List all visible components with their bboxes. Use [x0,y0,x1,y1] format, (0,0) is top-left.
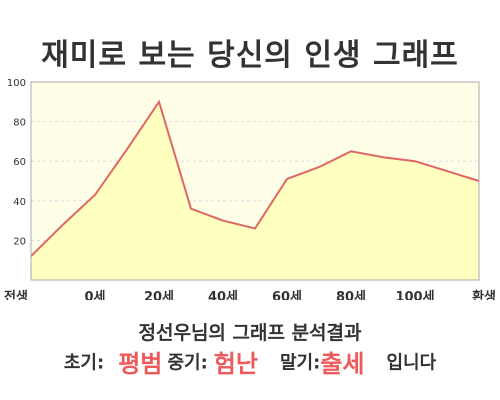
late-value: 출세 [320,350,365,378]
result-summary: 초기: 평범 중기: 험난 말기:출세 입니다 [0,344,500,379]
x-tick-label: 환생 [472,289,496,300]
x-tick-label: 80세 [336,290,366,300]
plot-frame [30,81,480,281]
y-tick-label: 80 [13,118,26,129]
area-fill [31,101,479,280]
life-graph-chart: 100 80 60 40 20 전생 0세 20세 40세 60세 80세 100세 환생 [4,78,496,300]
y-tick-label: 20 [13,236,26,247]
result-suffix: 입니다 [386,352,437,374]
early-label: 초기: [63,352,105,374]
series-line [30,99,480,257]
late-label: 말기: [279,352,321,374]
x-tick-labels: 전생 0세 20세 40세 60세 80세 100세 환생 [4,289,496,300]
result-heading: 정선우님의 그래프 분석결과 [138,322,362,344]
x-tick-label: 60세 [272,290,302,300]
y-tick-labels: 100 80 60 40 20 [7,78,26,247]
middle-label: 중기: [167,352,208,374]
x-tick-label: 100세 [395,290,434,300]
x-tick-label: 0세 [84,290,105,300]
y-tick-label: 100 [7,78,26,89]
y-tick-label: 40 [13,197,26,208]
x-tick-label: 40세 [208,290,238,300]
early-value: 평범 [118,350,163,378]
x-tick-label: 20세 [144,290,174,300]
middle-value: 험난 [213,350,258,378]
x-tick-label: 전생 [4,289,28,300]
y-tick-label: 60 [13,157,26,168]
page-title: 재미로 보는 당신의 인생 그래프 [41,38,459,73]
